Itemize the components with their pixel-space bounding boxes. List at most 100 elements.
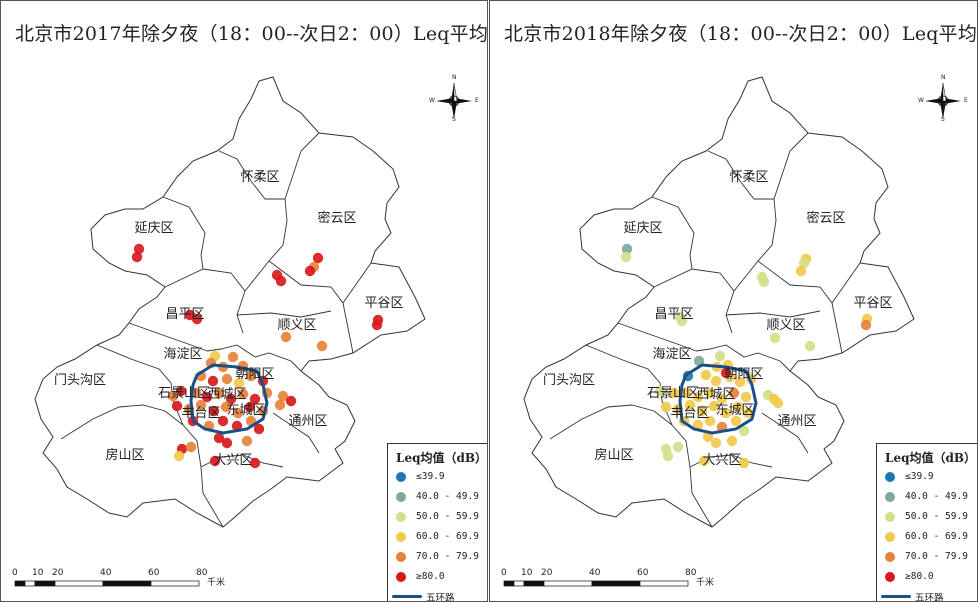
- legend-ring-line: [392, 595, 422, 598]
- district-label: 昌平区: [654, 307, 693, 322]
- district-label: 平谷区: [364, 296, 403, 311]
- district-border: [128, 322, 208, 352]
- legend-swatch: [885, 551, 895, 562]
- district-label: 丰台区: [181, 406, 220, 421]
- monitoring-point: [213, 387, 225, 399]
- monitoring-point: [175, 385, 187, 397]
- beijing-boundary: [523, 76, 915, 528]
- legend-label: 70.0 - 79.9: [905, 551, 968, 562]
- monitoring-point: [221, 373, 233, 385]
- monitoring-point: [253, 423, 265, 435]
- monitoring-point: [167, 390, 179, 402]
- scale-tick-label: 60: [148, 568, 160, 578]
- district-label: 东城区: [226, 403, 265, 418]
- legend-swatch: [885, 531, 895, 542]
- district-label: 朝阳区: [724, 367, 763, 382]
- monitoring-point: [249, 457, 261, 469]
- monitoring-point: [680, 387, 692, 399]
- compass-w-label: W: [918, 97, 924, 104]
- monitoring-point: [285, 395, 297, 407]
- monitoring-point: [720, 367, 732, 379]
- monitoring-point: [371, 319, 383, 331]
- district-label: 密云区: [806, 210, 845, 226]
- monitoring-point: [716, 393, 728, 405]
- monitoring-point: [795, 265, 807, 277]
- monitoring-point: [738, 457, 750, 469]
- district-label: 怀柔区: [729, 170, 768, 185]
- monitoring-point: [728, 387, 740, 399]
- monitoring-point: [201, 391, 213, 403]
- compass-s-label: S: [941, 116, 945, 123]
- monitoring-point: [277, 390, 289, 402]
- monitoring-point: [275, 275, 287, 287]
- monitoring-point: [195, 399, 207, 411]
- monitoring-point: [696, 405, 708, 417]
- district-label: 大兴区: [213, 453, 252, 468]
- legend-ring-line: [881, 595, 911, 598]
- monitoring-point: [660, 401, 672, 413]
- district-label: 顺义区: [766, 318, 805, 333]
- monitoring-point: [245, 370, 257, 382]
- legend-item: 50.0 - 59.9: [396, 511, 479, 523]
- monitoring-point: [692, 419, 704, 431]
- monitoring-point: [702, 431, 714, 443]
- legend-ring-label: 五环路: [915, 593, 944, 602]
- district-label: 西城区: [207, 387, 246, 402]
- legend-swatch: [396, 551, 406, 562]
- district-border: [96, 344, 172, 384]
- monitoring-point: [232, 407, 244, 419]
- monitoring-point: [758, 276, 770, 288]
- scale-tick-label: 40: [100, 568, 112, 578]
- monitoring-point: [280, 331, 292, 343]
- monitoring-point: [742, 407, 754, 419]
- monitoring-point: [726, 435, 738, 447]
- map-panel-2018: 北京市2018年除夕夜（18：00--次日2：00）Leq平均值 怀柔区 密云区延…: [489, 0, 978, 602]
- monitoring-point: [684, 399, 696, 411]
- legend-swatch: [885, 511, 895, 522]
- legend-label: 60.0 - 69.9: [905, 531, 968, 542]
- district-border: [733, 198, 777, 292]
- legend-item: ≥80.0: [885, 571, 934, 583]
- legend-label: 60.0 - 69.9: [416, 531, 479, 542]
- legend-item: 60.0 - 69.9: [885, 531, 968, 543]
- legend-item: ≤39.9: [885, 471, 934, 483]
- map-title: 北京市2018年除夕夜（18：00--次日2：00）Leq平均值: [504, 23, 978, 45]
- district-border: [585, 344, 661, 384]
- monitoring-point: [662, 450, 674, 462]
- district-border: [831, 262, 861, 304]
- fifth-ring-road: [678, 363, 758, 435]
- scale-tick-label: 80: [685, 568, 697, 578]
- monitoring-point: [714, 350, 726, 362]
- monitoring-point: [698, 455, 710, 467]
- district-label: 密云区: [317, 210, 356, 226]
- monitoring-point: [304, 265, 316, 277]
- district-label: 石景山区: [158, 386, 210, 401]
- legend-swatch: [885, 571, 895, 582]
- legend-swatch: [396, 571, 406, 582]
- map-title: 北京市2017年除夕夜（18：00--次日2：00）Leq平均值: [15, 23, 488, 45]
- monitoring-point: [704, 415, 716, 427]
- legend-title: Leq均值（dB）: [396, 451, 487, 465]
- district-label: 房山区: [105, 447, 144, 463]
- monitoring-point: [213, 432, 225, 444]
- legend-swatch: [885, 471, 895, 482]
- monitoring-point: [738, 425, 750, 437]
- scale-tick-label: 20: [541, 568, 553, 578]
- compass-n-label: N: [452, 74, 457, 81]
- district-border: [653, 268, 735, 334]
- scale-tick-label: 10: [32, 568, 44, 578]
- legend-label: 70.0 - 79.9: [416, 551, 479, 562]
- monitoring-point: [710, 375, 722, 387]
- legend-item: ≤39.9: [396, 471, 445, 483]
- district-border: [761, 412, 809, 454]
- monitoring-point: [231, 420, 243, 432]
- monitoring-point: [668, 387, 680, 399]
- scale-unit: 千米: [207, 578, 226, 588]
- legend-item: 40.0 - 49.9: [885, 491, 968, 503]
- monitoring-point: [207, 375, 219, 387]
- monitoring-point: [769, 332, 781, 344]
- district-label: 通州区: [288, 414, 327, 429]
- monitoring-point: [700, 369, 712, 381]
- scale-tick-label: 80: [196, 568, 208, 578]
